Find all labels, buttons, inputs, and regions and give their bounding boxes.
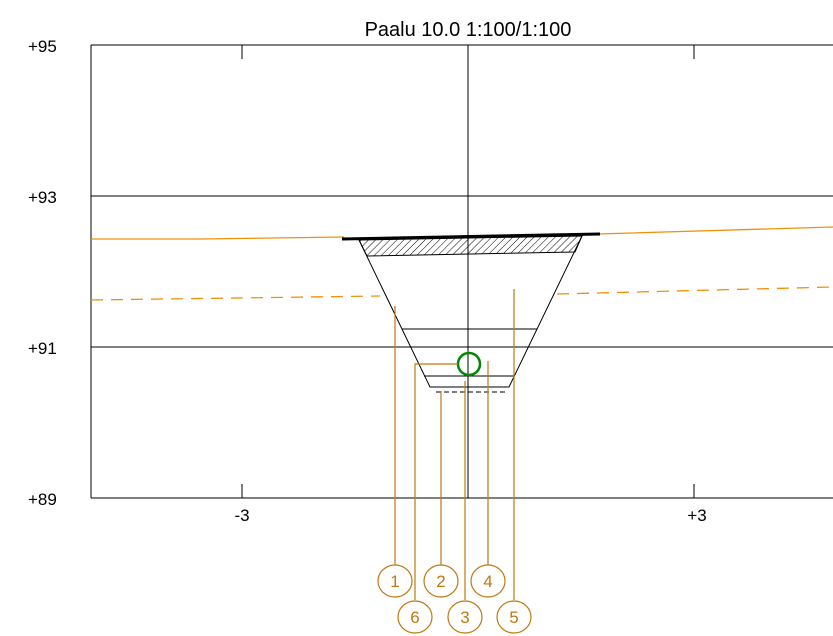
y-axis-label: +93 [28, 188, 57, 207]
trench-section [341, 232, 601, 393]
ground-lines [90, 226, 833, 301]
trench-walls [358, 235, 583, 388]
grid [90, 44, 833, 499]
leader-lines [394, 289, 515, 600]
x-axis-label: -3 [234, 506, 249, 525]
road-surface-line [341, 232, 601, 241]
pipe-marker [456, 351, 482, 377]
callout-bubble-3 [447, 600, 483, 634]
callout-bubble-1 [377, 564, 413, 598]
hatched-pavement-layer [358, 235, 583, 257]
leader-line-6 [414, 363, 458, 600]
callout-label: 1 [390, 572, 399, 591]
drawing-title: Paalu 10.0 1:100/1:100 [365, 19, 572, 41]
callout-label: 4 [483, 572, 492, 591]
callout-bubble-5 [496, 600, 532, 634]
callout-label: 5 [509, 608, 518, 627]
ground-surface-line [91, 226, 833, 240]
callout-label: 3 [460, 608, 469, 627]
callout-bubble-4 [470, 564, 506, 598]
callout-label: 2 [436, 572, 445, 591]
callout-label: 6 [410, 608, 419, 627]
y-axis-label: +89 [28, 490, 57, 509]
y-axis-label: +95 [28, 37, 57, 56]
callout-bubble-6 [397, 600, 433, 634]
x-axis-label: +3 [687, 506, 706, 525]
y-axis-label: +91 [28, 339, 57, 358]
callout-bubble-2 [423, 564, 459, 598]
dashed-layer-line [90, 286, 833, 301]
